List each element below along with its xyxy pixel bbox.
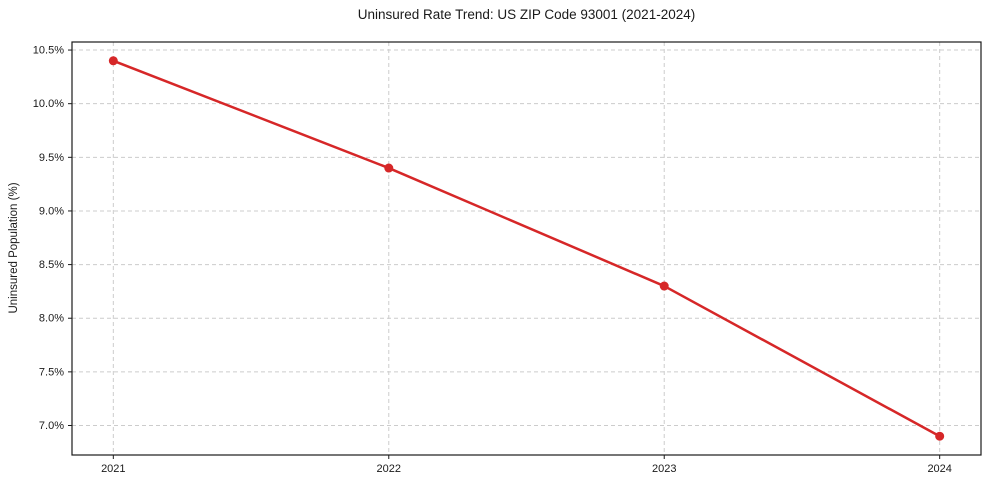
- x-axis-tick-label: 2022: [377, 463, 401, 475]
- y-axis-tick-label: 10.0%: [33, 98, 64, 110]
- data-point-2024: [935, 431, 945, 441]
- y-axis-tick-label: 9.0%: [39, 205, 64, 217]
- y-axis-tick-label: 10.5%: [33, 45, 64, 57]
- data-point-2022: [384, 163, 394, 173]
- plot-area: [72, 42, 981, 455]
- x-axis-tick-label: 2021: [101, 463, 125, 475]
- y-axis-tick-label: 8.0%: [39, 313, 64, 325]
- data-point-2021: [108, 56, 118, 66]
- x-axis-tick-label: 2024: [927, 463, 951, 475]
- x-axis-tick-label: 2023: [652, 463, 676, 475]
- data-point-2023: [659, 281, 669, 291]
- plot-border: [71, 41, 982, 456]
- y-axis-tick-label: 9.5%: [39, 152, 64, 164]
- y-axis-tick-label: 7.5%: [39, 366, 64, 378]
- chart-title: Uninsured Rate Trend: US ZIP Code 93001 …: [357, 7, 696, 22]
- y-axis-tick-label: 7.0%: [39, 420, 64, 432]
- y-axis-tick-label: 8.5%: [39, 259, 64, 271]
- trend-line: [112, 59, 941, 438]
